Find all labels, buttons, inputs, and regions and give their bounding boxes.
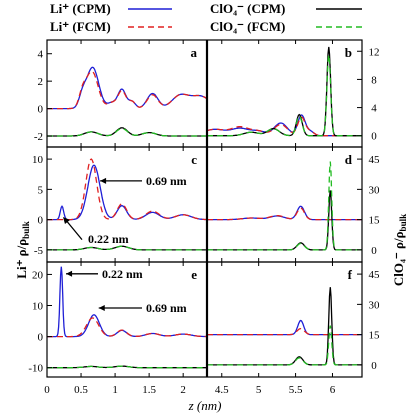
legend-label-li-fcm: Li⁺ (FCM) xyxy=(50,19,111,34)
x-tick-label: 0 xyxy=(44,384,50,396)
panel-letter: e xyxy=(191,267,197,282)
legend-label-li-cpm: Li⁺ (CPM) xyxy=(50,1,111,16)
annotation-arrowhead xyxy=(100,177,107,184)
legend: Li⁺ (CPM) Li⁺ (FCM) ClO₄⁻ (CPM) ClO₄⁻ (F… xyxy=(50,1,362,34)
series-line xyxy=(207,54,362,137)
series-line xyxy=(47,66,207,110)
y-tick-label-left: 0 xyxy=(38,104,44,116)
x-tick-label: 4.5 xyxy=(215,384,229,396)
x-axis-title: z (nm) xyxy=(188,398,222,413)
series-line xyxy=(207,207,362,221)
series-line xyxy=(207,287,362,366)
annotation-arrow xyxy=(64,218,83,241)
y-tick-label-left: -2 xyxy=(34,131,43,143)
series-line xyxy=(207,161,362,251)
y-tick-label-right: 4 xyxy=(371,103,377,115)
series-line xyxy=(207,327,362,336)
y-tick-label-right: 45 xyxy=(369,269,381,281)
annotation-arrowhead xyxy=(66,270,73,277)
y-tick-label-right: 0 xyxy=(371,360,377,372)
right-curves xyxy=(207,287,362,366)
legend-label-clo4-fcm: ClO₄⁻ (FCM) xyxy=(210,19,285,34)
series-line xyxy=(207,46,362,137)
x-tick-label: 5 xyxy=(256,384,262,396)
y-tick-label-left: 2 xyxy=(38,76,44,88)
left-curves xyxy=(47,66,207,137)
series-line xyxy=(47,164,207,221)
series-line xyxy=(47,365,207,369)
y-tick-label-right: 45 xyxy=(369,154,381,166)
y-tick-label-right: 15 xyxy=(369,330,381,342)
series-line xyxy=(47,127,207,137)
annotation-label: 0.22 nm xyxy=(102,267,143,281)
right-curves xyxy=(207,161,362,251)
annotation-label: 0.69 nm xyxy=(146,301,187,315)
series-line xyxy=(47,70,207,110)
y-tick-label-left: 0 xyxy=(38,332,44,344)
y-tick-label-left: 10 xyxy=(32,154,44,166)
panel-row-1: 4 2 0 -2 12 8 4 0 a b xyxy=(34,39,380,148)
y-tick-label-right: 8 xyxy=(371,74,377,86)
annotation-label: 0.22 nm xyxy=(88,232,129,246)
annotation-label: 0.69 nm xyxy=(146,174,187,188)
series-line xyxy=(47,158,207,221)
y-tick-label-right: 30 xyxy=(369,299,381,311)
series-line xyxy=(47,317,207,338)
y-axis-title-right: ClO₄⁻ ρ/ρbulk xyxy=(391,214,408,286)
y-tick-label-left: 0 xyxy=(38,215,44,227)
y-tick-label-left: -5 xyxy=(34,245,44,257)
annotation-arrowhead xyxy=(98,305,105,311)
y-tick-label-left: 5 xyxy=(38,184,44,196)
x-tick-label: 0.5 xyxy=(74,384,88,396)
panel-letter: f xyxy=(348,267,353,282)
left-curves xyxy=(47,266,207,369)
series-line xyxy=(47,245,207,251)
y-tick-label-left: -10 xyxy=(28,363,43,375)
panel-letter: a xyxy=(191,45,198,60)
y-tick-label-right: 0 xyxy=(371,245,377,257)
panel-frame xyxy=(46,39,363,148)
panel-letter: d xyxy=(345,152,353,167)
x-tick-label: 1.5 xyxy=(142,384,156,396)
series-line xyxy=(207,319,362,336)
series-line xyxy=(207,205,362,221)
right-curves xyxy=(207,46,362,137)
y-tick-label-right: 12 xyxy=(369,46,380,58)
panel-letter: c xyxy=(191,152,197,167)
left-curves xyxy=(47,158,207,251)
panel-letter: b xyxy=(345,45,352,60)
panel-row-2: 10 5 0 -5 45 30 15 0 c d 0.69 nm 0.22 nm xyxy=(32,146,381,263)
series-line xyxy=(207,325,362,366)
x-tick-label: 2 xyxy=(180,384,186,396)
y-tick-label-right: 15 xyxy=(369,215,381,227)
y-axis-title-left: Li⁺ ρ/ρbulk xyxy=(14,221,31,278)
series-line xyxy=(207,116,362,137)
x-tick-label: 5.5 xyxy=(289,384,303,396)
legend-label-clo4-cpm: ClO₄⁻ (CPM) xyxy=(210,1,285,16)
y-tick-label-right: 0 xyxy=(371,131,377,143)
annotation-arrowhead xyxy=(62,217,70,224)
x-tick-label: 6 xyxy=(330,384,336,396)
panel-frame xyxy=(46,261,363,378)
y-tick-label-right: 30 xyxy=(369,184,381,196)
y-tick-label-left: 4 xyxy=(38,49,44,61)
panel-row-3: 20 10 0 -10 45 30 15 0 e f 0.22 nm 0.69 nm xyxy=(28,261,381,378)
y-tick-label-left: 20 xyxy=(32,269,44,281)
x-tick-label: 1 xyxy=(112,384,118,396)
y-tick-label-left: 10 xyxy=(32,301,44,313)
